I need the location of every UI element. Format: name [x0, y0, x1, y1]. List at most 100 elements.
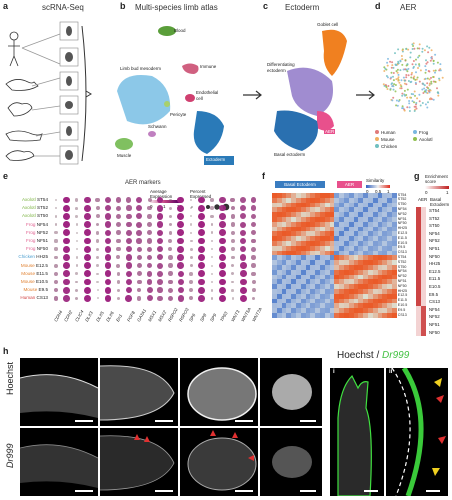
similarity-cell [348, 269, 354, 275]
dotplot-point [63, 286, 70, 294]
similarity-cell [329, 226, 335, 232]
similarity-cell [315, 274, 320, 280]
similarity-cell [320, 265, 325, 270]
similarity-cell [372, 269, 378, 275]
dotplot-row-label: Mouse E12.5 [20, 262, 48, 268]
similarity-cell [358, 274, 364, 280]
dotplot-point [190, 207, 193, 210]
dotplot-point [54, 239, 58, 243]
dotplot-point [189, 255, 193, 259]
dotplot-point [251, 255, 256, 260]
similarity-cell [272, 207, 277, 213]
panel-h-label: h [3, 346, 9, 356]
similarity-row-label: NF54 [397, 269, 407, 274]
similarity-cell [339, 279, 344, 285]
similarity-cell [348, 260, 354, 265]
similarity-cell [377, 279, 383, 285]
similarity-cell [310, 202, 316, 208]
similarity-cell [329, 212, 335, 217]
dotplot-point [96, 297, 99, 300]
similarity-cell [310, 293, 316, 299]
dotplot-point [189, 263, 193, 268]
dotplot-point [62, 245, 70, 253]
dotplot-point [125, 229, 132, 236]
similarity-cell [315, 245, 320, 251]
similarity-cell [324, 221, 330, 227]
dotplot-point [75, 231, 78, 234]
similarity-cell [300, 260, 306, 265]
similarity-cell [334, 217, 340, 222]
dotplot-point [54, 263, 58, 268]
similarity-cell [382, 226, 388, 232]
dotplot-point [198, 204, 206, 212]
dotplot-point [104, 270, 112, 278]
similarity-cell [310, 279, 316, 285]
dotplot-point [136, 279, 142, 285]
panel-b-label: b [120, 1, 126, 11]
similarity-cell [286, 221, 292, 227]
similarity-cell [387, 265, 392, 270]
cluster-diff-ecto: Differentiating ectoderm [267, 62, 295, 73]
dotplot-point [250, 221, 257, 228]
dotplot-point [198, 196, 206, 204]
similarity-cell [353, 193, 359, 198]
dotplot-point [218, 270, 226, 278]
similarity-cell [377, 197, 383, 203]
similarity-cell [344, 279, 349, 285]
similarity-cell [324, 308, 330, 313]
similarity-cell [281, 245, 287, 251]
similarity-cell [363, 284, 368, 289]
similarity-cell [281, 308, 287, 313]
similarity-cell [339, 265, 344, 270]
similarity-cell [300, 265, 306, 270]
similarity-cell [276, 255, 282, 261]
similarity-cell [392, 279, 397, 285]
similarity-cell [291, 308, 296, 313]
dotplot-point [83, 270, 91, 278]
similarity-row-label: NF54 [397, 206, 407, 211]
similarity-cell [276, 265, 282, 270]
similarity-cell [286, 308, 292, 313]
similarity-cell [329, 303, 335, 309]
enrichment-row-label: ST52 [429, 215, 440, 221]
similarity-cell [272, 313, 277, 318]
dotplot-point [125, 246, 132, 253]
similarity-row-label: E12.5 [397, 230, 408, 235]
similarity-cell [363, 269, 368, 275]
similarity-cell [300, 250, 306, 256]
similarity-cell [329, 269, 335, 275]
dotplot-point [189, 231, 193, 235]
similarity-cell [368, 289, 373, 294]
similarity-cell [315, 265, 320, 270]
similarity-cell [382, 284, 388, 289]
sub-label-i: i [333, 369, 335, 375]
similarity-cell [377, 250, 383, 256]
legend-label: Human [381, 130, 396, 135]
similarity-cell [324, 289, 330, 294]
similarity-cell [368, 221, 373, 227]
dotplot-point [156, 246, 164, 253]
dotplot-point [147, 197, 152, 203]
similarity-cell [387, 217, 392, 222]
dotplot-point [136, 271, 142, 277]
cluster-ectoderm: Ectoderm [206, 157, 226, 162]
similarity-cell [348, 236, 354, 241]
similarity-cell [358, 284, 364, 289]
similarity-cell [344, 212, 349, 217]
dotplot-gene-label: CDH2 [63, 309, 74, 323]
similarity-cell [291, 274, 296, 280]
dotplot-point [95, 206, 100, 211]
similarity-cell [368, 231, 373, 237]
similarity-cell [358, 236, 364, 241]
similarity-cell [300, 231, 306, 237]
dotplot-point [251, 246, 256, 252]
enrichment-cell [416, 237, 421, 245]
dotplot-point [147, 238, 153, 244]
similarity-cell [334, 265, 340, 270]
similarity-cell [377, 284, 383, 289]
similarity-cell [353, 231, 359, 237]
similarity-cell [310, 255, 316, 261]
similarity-cell [315, 260, 320, 265]
dotplot-point [146, 279, 153, 285]
cluster-schwann: Schwann [148, 124, 167, 129]
